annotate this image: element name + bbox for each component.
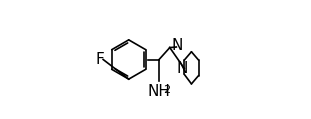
Text: N: N	[172, 38, 183, 53]
Text: F: F	[96, 52, 104, 67]
Text: N: N	[177, 61, 188, 76]
Text: 2: 2	[164, 85, 171, 95]
Text: NH: NH	[148, 84, 170, 99]
